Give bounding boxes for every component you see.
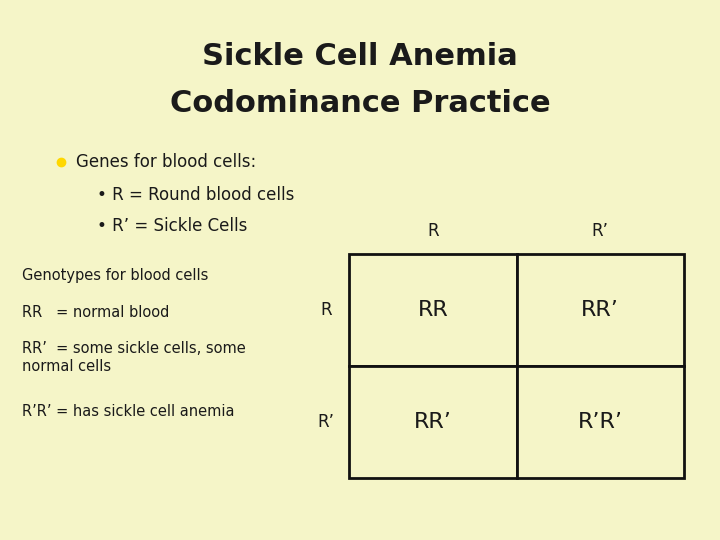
Text: RR’: RR’ [414, 412, 452, 432]
Text: RR’: RR’ [581, 300, 619, 320]
Text: R’: R’ [318, 413, 335, 431]
Text: Genes for blood cells:: Genes for blood cells: [76, 153, 256, 171]
Text: Sickle Cell Anemia: Sickle Cell Anemia [202, 42, 518, 71]
Bar [517, 254, 684, 366]
Text: RR   = normal blood: RR = normal blood [22, 305, 169, 320]
Text: RR’  = some sickle cells, some
normal cells: RR’ = some sickle cells, some normal cel… [22, 341, 246, 374]
Text: R: R [427, 222, 438, 240]
Text: R’R’: R’R’ [577, 412, 623, 432]
Text: • R = Round blood cells: • R = Round blood cells [97, 186, 294, 205]
Text: R’R’ = has sickle cell anemia: R’R’ = has sickle cell anemia [22, 404, 234, 419]
Text: R’: R’ [592, 222, 609, 240]
Text: • R’ = Sickle Cells: • R’ = Sickle Cells [97, 217, 248, 235]
Bar [349, 366, 517, 478]
Text: Codominance Practice: Codominance Practice [170, 89, 550, 118]
Bar [349, 254, 517, 366]
Text: R: R [320, 301, 332, 319]
Text: RR: RR [418, 300, 449, 320]
Bar [517, 366, 684, 478]
Text: Genotypes for blood cells: Genotypes for blood cells [22, 268, 208, 283]
